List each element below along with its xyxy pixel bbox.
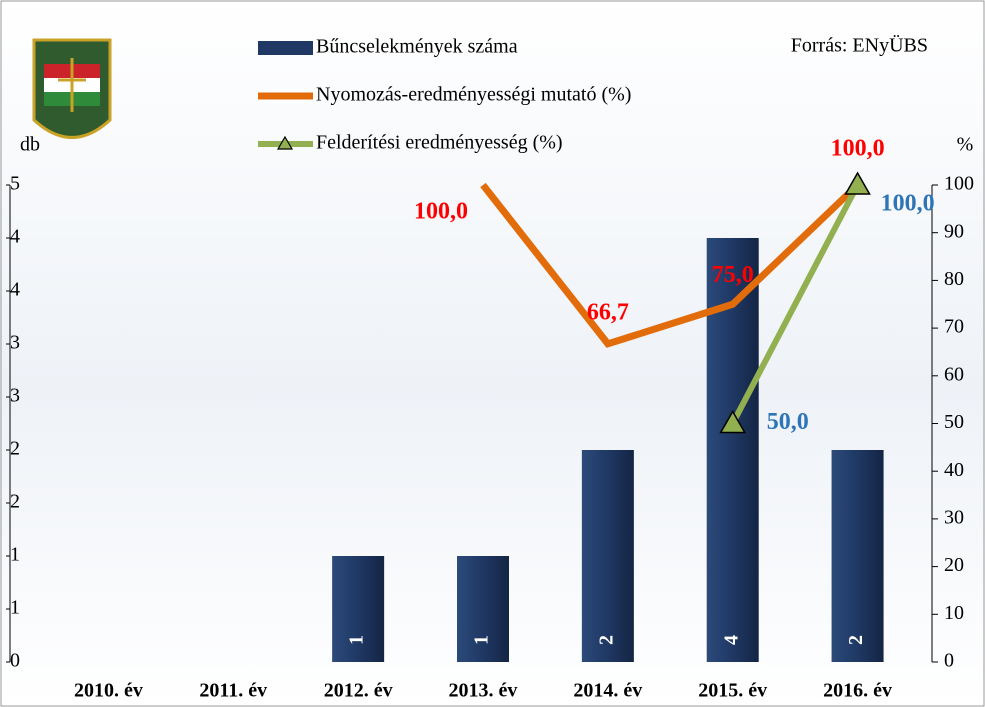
y-tick-label: 5 xyxy=(10,173,20,195)
bar-value-label: 2 xyxy=(845,635,867,645)
y2-tick-label: 50 xyxy=(944,411,964,433)
x-tick-label: 2010. év xyxy=(74,680,143,702)
marker xyxy=(719,409,747,434)
x-tick-label: 2016. év xyxy=(823,680,892,702)
y-tick-label: 3 xyxy=(10,385,20,407)
logo xyxy=(32,38,112,139)
marker xyxy=(844,171,871,195)
y-tick-label: 4 xyxy=(10,279,20,301)
y-tick-label: 3 xyxy=(10,332,20,354)
line xyxy=(730,183,861,425)
y-tick-label: 1 xyxy=(10,544,20,566)
legend-label: Nyomozás-eredményességi mutató (%) xyxy=(316,84,631,106)
value-label: 66,7 xyxy=(587,299,629,325)
y-tick-label: 0 xyxy=(10,650,20,672)
value-label: 100,0 xyxy=(881,191,935,217)
x-tick-label: 2012. év xyxy=(324,680,393,702)
y-axis-label: db xyxy=(20,134,40,156)
y2-tick-label: 40 xyxy=(944,459,964,481)
x-tick-label: 2015. év xyxy=(698,680,767,702)
source: Forrás: ENyÜBS xyxy=(791,34,928,57)
bar xyxy=(332,556,385,662)
x-tick-label: 2013. év xyxy=(449,680,518,702)
bar xyxy=(457,556,509,662)
y2-axis-label: % xyxy=(957,134,974,156)
legend-label: Bűncselekmények száma xyxy=(316,36,518,58)
bar xyxy=(831,450,884,662)
value-label: 100,0 xyxy=(831,136,885,162)
bar xyxy=(581,450,634,662)
y-tick-label: 1 xyxy=(10,597,20,619)
value-label: 100,0 xyxy=(414,199,468,225)
y2-tick-label: 30 xyxy=(944,506,964,528)
legend-label: Felderítési eredményesség (%) xyxy=(316,132,563,154)
y2-tick-label: 70 xyxy=(944,316,964,338)
y-tick-label: 4 xyxy=(10,226,20,248)
bar-value-label: 1 xyxy=(346,635,368,645)
y2-tick-label: 100 xyxy=(944,173,974,195)
y2-tick-label: 10 xyxy=(944,602,964,624)
bar-value-label: 1 xyxy=(471,635,493,645)
y-tick-label: 2 xyxy=(10,438,20,460)
legend-marker xyxy=(276,135,294,150)
value-label: 75,0 xyxy=(712,262,754,288)
bar-value-label: 2 xyxy=(595,635,617,645)
y2-tick-label: 90 xyxy=(944,220,964,242)
legend-swatch xyxy=(258,41,313,55)
line xyxy=(480,182,860,348)
bar-value-label: 4 xyxy=(720,635,742,645)
y2-tick-label: 20 xyxy=(944,554,964,576)
x-tick-label: 2014. év xyxy=(573,680,642,702)
y-tick-label: 2 xyxy=(10,491,20,513)
x-tick-label: 2011. év xyxy=(199,680,267,702)
y2-tick-label: 80 xyxy=(944,268,964,290)
value-label: 50,0 xyxy=(767,409,809,435)
y2-tick-label: 0 xyxy=(944,650,954,672)
y2-tick-label: 60 xyxy=(944,363,964,385)
